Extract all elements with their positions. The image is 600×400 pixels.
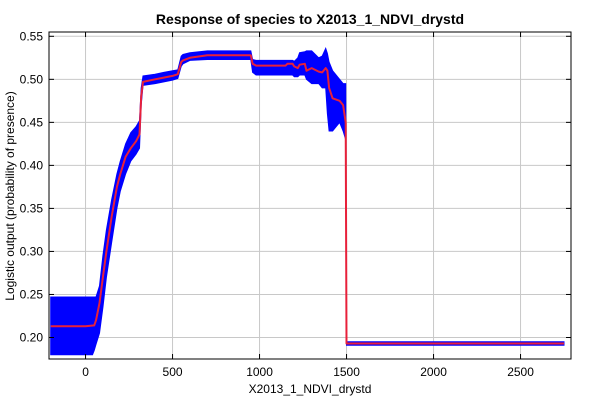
- mean-response-line: [50, 54, 564, 345]
- plot-frame: [48, 31, 572, 360]
- y-tick-label: 0.20: [20, 330, 44, 344]
- y-tick-label: 0.50: [20, 72, 44, 86]
- y-tick-label: 0.55: [20, 29, 44, 43]
- grid: [49, 32, 571, 359]
- mean-response-layer: [50, 54, 564, 345]
- y-tick-label: 0.25: [20, 287, 44, 301]
- x-tick-label: 1000: [246, 365, 273, 379]
- tick-labels: 0 500 1000 1500 2000 2500 0.20 0.25 0.30 0.35 0.40…: [20, 29, 535, 379]
- chart-title: Response of species to X2013_1_NDVI_drys…: [156, 11, 464, 27]
- y-tick-label: 0.45: [20, 115, 44, 129]
- x-tick-label: 0: [82, 365, 89, 379]
- y-tick-label: 0.30: [20, 244, 44, 258]
- x-tick-label: 2000: [420, 365, 447, 379]
- ticks: [49, 32, 571, 359]
- x-tick-label: 500: [163, 365, 183, 379]
- x-tick-label: 2500: [507, 365, 534, 379]
- y-axis-label: Logistic output (probability of presence…: [3, 91, 17, 300]
- x-tick-label: 1500: [333, 365, 360, 379]
- y-tick-label: 0.40: [20, 158, 44, 172]
- y-tick-label: 0.35: [20, 201, 44, 215]
- x-axis-label: X2013_1_NDVI_drystd: [249, 382, 372, 396]
